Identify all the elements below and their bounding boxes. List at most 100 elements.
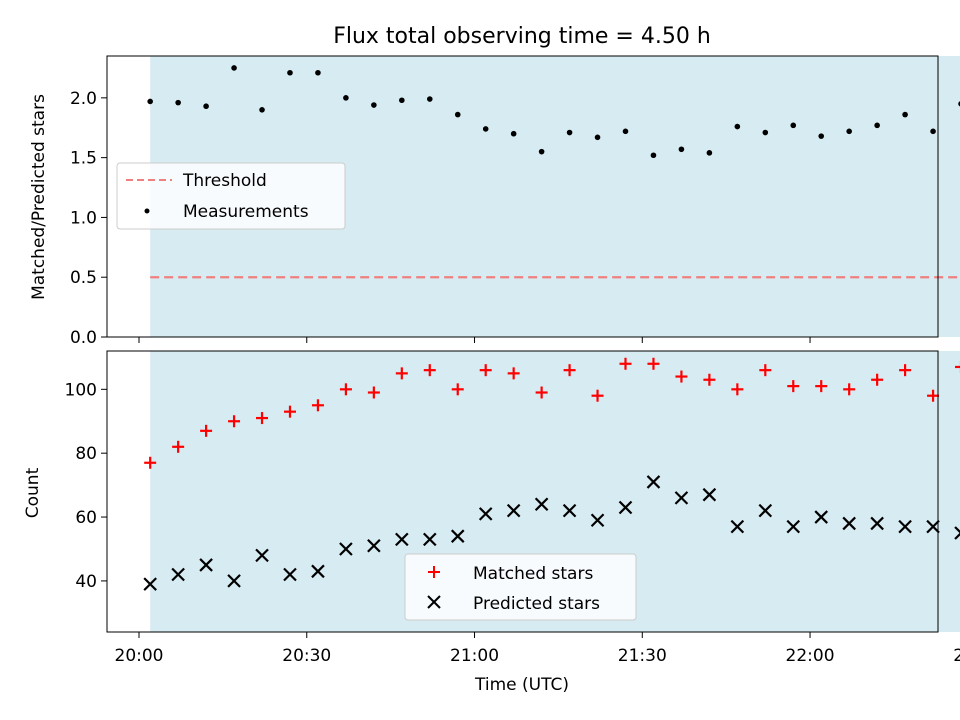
bottom-x-tick-label: 20:00 xyxy=(115,646,164,666)
matched-star-point xyxy=(787,380,800,393)
measurement-point xyxy=(818,133,825,139)
predicted-star-point xyxy=(534,497,549,512)
predicted-star-point xyxy=(367,539,381,553)
measurement-point xyxy=(594,134,601,141)
predicted-star-point xyxy=(283,567,297,582)
predicted-star-point xyxy=(395,532,409,547)
measurement-point xyxy=(622,128,629,135)
predicted-star-point xyxy=(143,577,157,591)
predicted-star-point xyxy=(478,507,493,521)
top-y-tick-label: 0.5 xyxy=(70,268,97,288)
measurement-point xyxy=(874,122,880,129)
bottom-x-tick-label: 22:00 xyxy=(786,646,835,666)
predicted-star-point xyxy=(450,529,465,543)
measurement-point xyxy=(371,102,377,108)
predicted-star-point xyxy=(618,500,633,515)
bottom-x-tick-label: 21:30 xyxy=(618,646,667,666)
predicted-star-point xyxy=(199,558,213,572)
predicted-star-point xyxy=(339,542,353,556)
measurement-point xyxy=(399,97,405,104)
measurement-point xyxy=(343,95,349,101)
predicted-star-point xyxy=(646,475,661,489)
bottom-legend: Matched stars Predicted stars xyxy=(404,553,637,621)
measurement-point xyxy=(902,111,908,118)
matched-star-point xyxy=(871,373,884,386)
predicted-star-point xyxy=(506,503,521,518)
matched-star-point xyxy=(591,389,604,402)
predicted-star-point xyxy=(562,503,577,518)
predicted-legend-label: Predicted stars xyxy=(473,594,600,614)
matched-star-point xyxy=(955,360,960,373)
measurement-point xyxy=(510,130,517,137)
matched-star-point xyxy=(479,364,492,377)
predicted-star-point xyxy=(730,519,745,534)
bottom-y-tick-label: 40 xyxy=(75,572,97,592)
matched-star-point xyxy=(228,415,241,428)
predicted-star-point xyxy=(423,532,437,547)
predicted-legend-swatch xyxy=(427,595,441,609)
predicted-star-point xyxy=(758,503,773,518)
predicted-star-point xyxy=(171,567,185,582)
bottom-x-axis-label: Time (UTC) xyxy=(474,675,569,695)
matched-star-point xyxy=(675,370,688,383)
measurement-point xyxy=(790,122,797,129)
top-legend: Threshold Measurements xyxy=(116,162,346,230)
measurement-point xyxy=(482,126,489,132)
top-y-tick-label: 1.0 xyxy=(70,208,97,228)
predicted-star-point xyxy=(870,516,884,531)
matched-star-point xyxy=(927,389,940,402)
predicted-star-point xyxy=(898,519,912,534)
measurement-point xyxy=(259,107,265,113)
predicted-star-point xyxy=(842,516,856,531)
bottom-panel: 40 60 80 100 20:00 20:30 21:00 21:30 22:00 22:30… xyxy=(23,350,960,695)
measurement-point xyxy=(734,123,741,130)
predicted-star-point xyxy=(255,548,269,563)
bottom-x-tick-label: 21:00 xyxy=(450,646,499,666)
bottom-x-tick-label: 20:30 xyxy=(282,646,331,666)
matched-legend-label: Matched stars xyxy=(473,564,593,584)
matched-star-point xyxy=(339,383,352,396)
matched-star-point xyxy=(256,412,269,425)
measurement-point xyxy=(762,129,769,136)
matched-star-point xyxy=(144,456,157,469)
matched-star-point xyxy=(311,399,324,412)
measurement-point xyxy=(706,150,713,156)
matched-star-point xyxy=(535,386,548,399)
top-panel: 0.0 0.5 1.0 1.5 2.0 Flux total observing tim… xyxy=(29,24,960,348)
matched-legend-swatch xyxy=(428,566,440,578)
bottom-y-tick-label: 80 xyxy=(75,444,97,464)
measurement-point xyxy=(231,65,237,71)
measurement-point xyxy=(175,99,181,106)
bottom-y-axis-label: Count xyxy=(23,467,43,518)
matched-star-point xyxy=(703,373,716,386)
predicted-star-point xyxy=(786,519,801,534)
top-y-tick-label: 1.5 xyxy=(70,149,97,169)
matched-star-point xyxy=(172,440,185,453)
top-y-axis-label: Matched/Predicted stars xyxy=(29,94,49,300)
matched-star-point xyxy=(815,380,828,393)
bottom-plot-frame xyxy=(106,350,939,633)
measurements-legend-swatch xyxy=(144,208,150,214)
measurements-legend-label: Measurements xyxy=(183,202,309,222)
matched-star-point xyxy=(899,364,912,377)
matched-star-point xyxy=(200,424,213,437)
measurement-point xyxy=(203,103,209,110)
measurement-point xyxy=(426,96,433,102)
measurement-point xyxy=(930,128,936,135)
measurement-point xyxy=(650,152,657,159)
matched-star-point xyxy=(647,357,660,370)
matched-star-point xyxy=(731,383,744,396)
top-y-tick-label: 0.0 xyxy=(70,328,97,348)
matched-star-point xyxy=(843,383,856,396)
predicted-star-point xyxy=(954,526,960,540)
matched-star-point xyxy=(451,383,464,396)
top-chart-title: Flux total observing time = 4.50 h xyxy=(333,24,711,49)
predicted-star-point xyxy=(674,491,689,505)
predicted-star-point xyxy=(814,510,829,524)
measurement-point xyxy=(315,69,321,76)
matched-star-point xyxy=(395,367,408,380)
top-legend-box xyxy=(116,162,346,230)
matched-star-point xyxy=(507,367,520,380)
measurement-point xyxy=(287,69,293,76)
